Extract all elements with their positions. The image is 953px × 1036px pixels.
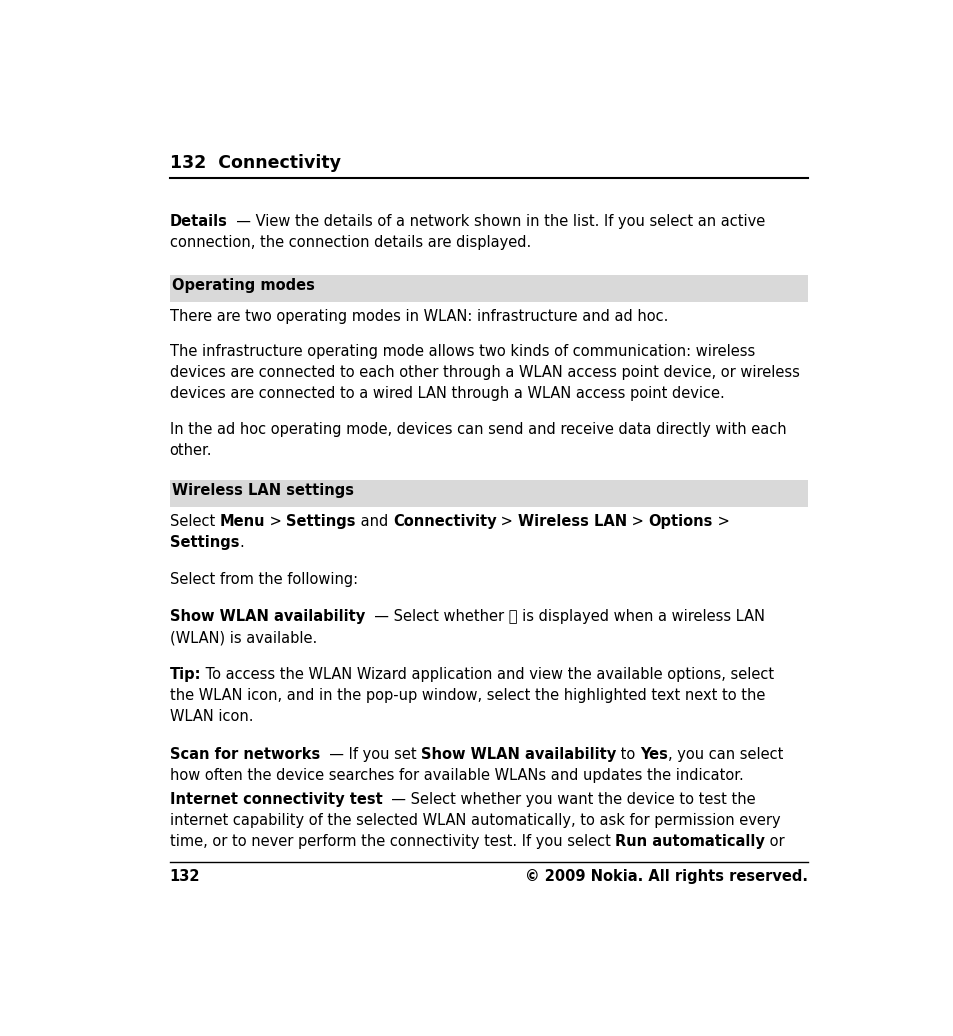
Text: other.: other. xyxy=(170,443,212,458)
Text: In the ad hoc operating mode, devices can send and receive data directly with ea: In the ad hoc operating mode, devices ca… xyxy=(170,422,785,437)
Text: Menu: Menu xyxy=(219,514,265,528)
Text: There are two operating modes in WLAN: infrastructure and ad hoc.: There are two operating modes in WLAN: i… xyxy=(170,309,667,323)
Text: , you can select: , you can select xyxy=(667,747,782,761)
Text: .: . xyxy=(239,535,244,550)
Text: the WLAN icon, and in the pop-up window, select the highlighted text next to the: the WLAN icon, and in the pop-up window,… xyxy=(170,688,764,703)
Text: or: or xyxy=(764,834,783,850)
Bar xyxy=(170,480,807,508)
Text: >: > xyxy=(626,514,648,528)
Text: Yes: Yes xyxy=(639,747,667,761)
Text: devices are connected to each other through a WLAN access point device, or wirel: devices are connected to each other thro… xyxy=(170,366,799,380)
Bar xyxy=(170,276,807,303)
Text: internet capability of the selected WLAN automatically, to ask for permission ev: internet capability of the selected WLAN… xyxy=(170,813,780,828)
Text: Settings: Settings xyxy=(286,514,355,528)
Text: Operating modes: Operating modes xyxy=(172,279,315,293)
Text: Wireless LAN settings: Wireless LAN settings xyxy=(172,483,355,498)
Text: — If you set: — If you set xyxy=(319,747,420,761)
Text: to: to xyxy=(616,747,639,761)
Text: how often the device searches for available WLANs and updates the indicator.: how often the device searches for availa… xyxy=(170,768,742,782)
Text: Connectivity: Connectivity xyxy=(393,514,496,528)
Text: >: > xyxy=(496,514,517,528)
Text: The infrastructure operating mode allows two kinds of communication: wireless: The infrastructure operating mode allows… xyxy=(170,344,754,359)
Text: Tip:: Tip: xyxy=(170,667,201,682)
Text: connection, the connection details are displayed.: connection, the connection details are d… xyxy=(170,235,530,250)
Text: Show WLAN availability: Show WLAN availability xyxy=(420,747,616,761)
Text: — Select whether ⯈ is displayed when a wireless LAN: — Select whether ⯈ is displayed when a w… xyxy=(364,609,764,624)
Text: Settings: Settings xyxy=(170,535,239,550)
Text: Run automatically: Run automatically xyxy=(615,834,764,850)
Text: 132  Connectivity: 132 Connectivity xyxy=(170,154,340,172)
Text: Show WLAN availability: Show WLAN availability xyxy=(170,609,364,624)
Text: (WLAN) is available.: (WLAN) is available. xyxy=(170,630,316,645)
Text: and: and xyxy=(355,514,393,528)
Text: Select: Select xyxy=(170,514,219,528)
Text: — View the details of a network shown in the list. If you select an active: — View the details of a network shown in… xyxy=(227,213,765,229)
Text: WLAN icon.: WLAN icon. xyxy=(170,710,253,724)
Text: © 2009 Nokia. All rights reserved.: © 2009 Nokia. All rights reserved. xyxy=(525,869,807,884)
Text: Internet connectivity test: Internet connectivity test xyxy=(170,792,382,807)
Text: Select from the following:: Select from the following: xyxy=(170,572,357,586)
Text: Options: Options xyxy=(648,514,712,528)
Text: Scan for networks: Scan for networks xyxy=(170,747,319,761)
Text: 132: 132 xyxy=(170,869,200,884)
Text: Details: Details xyxy=(170,213,227,229)
Text: >: > xyxy=(712,514,729,528)
Text: — Select whether you want the device to test the: — Select whether you want the device to … xyxy=(382,792,755,807)
Text: >: > xyxy=(265,514,286,528)
Text: To access the WLAN Wizard application and view the available options, select: To access the WLAN Wizard application an… xyxy=(201,667,773,682)
Text: devices are connected to a wired LAN through a WLAN access point device.: devices are connected to a wired LAN thr… xyxy=(170,386,723,401)
Text: time, or to never perform the connectivity test. If you select: time, or to never perform the connectivi… xyxy=(170,834,615,850)
Text: Wireless LAN: Wireless LAN xyxy=(517,514,626,528)
